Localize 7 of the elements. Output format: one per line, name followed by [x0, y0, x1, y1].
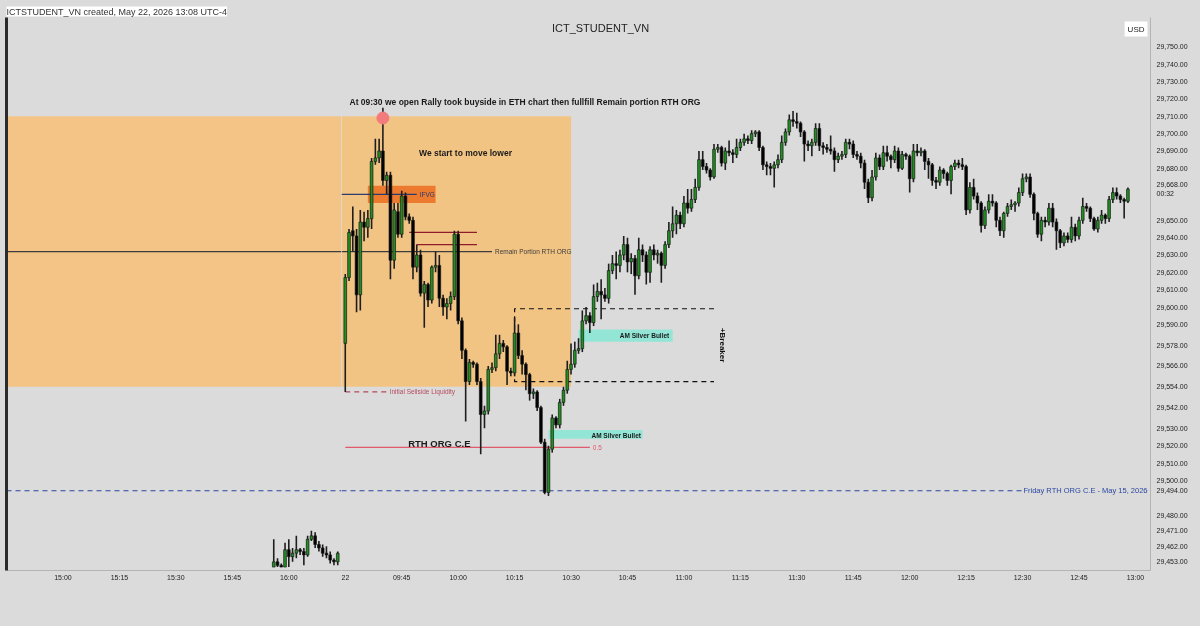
annotation: We start to move lower: [419, 147, 513, 158]
y-axis-title: USD: [1127, 24, 1145, 34]
annotation: RTH ORG C.E: [408, 438, 471, 450]
annotation: At 09:30 we open Rally took buyside in ETH chart then fullfill Remain portion RTH ORG: [349, 96, 701, 107]
chart-subtitle: ICTSTUDENT_VN created, May 22, 2026 13:08 UTC-4: [6, 6, 228, 17]
text: +Breaker: [718, 327, 728, 363]
chart-title: ICT_STUDENT_VN: [551, 21, 650, 34]
